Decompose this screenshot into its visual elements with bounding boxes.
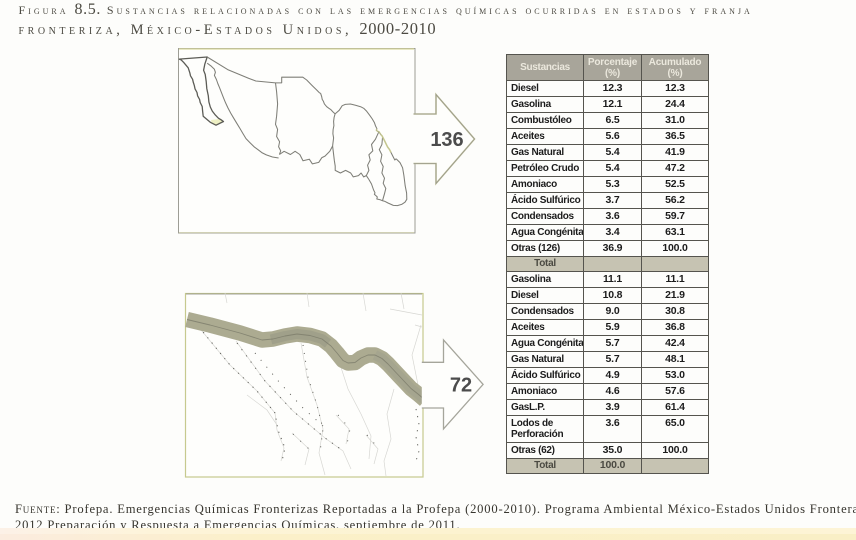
svg-text:72: 72 [450,375,472,397]
svg-text:136: 136 [430,129,463,151]
